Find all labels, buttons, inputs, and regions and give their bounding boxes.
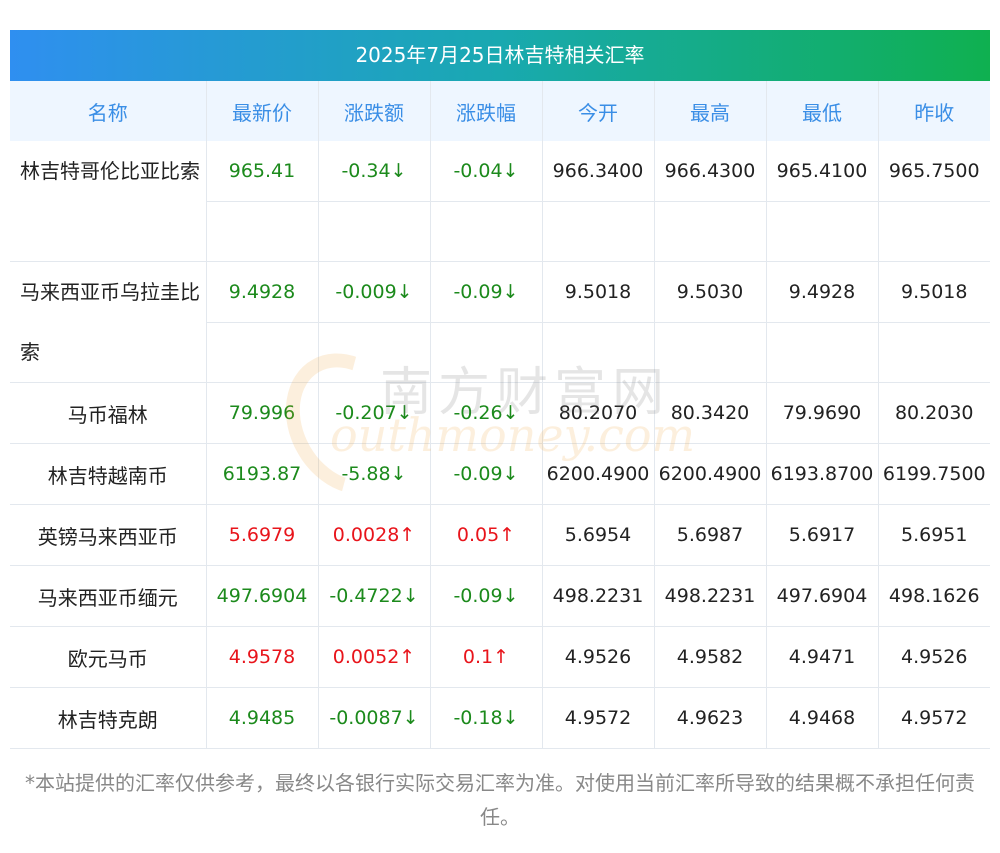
cell-prev: 4.9572 <box>878 687 990 749</box>
cell-low: 79.9690 <box>766 382 879 444</box>
header-prev-close: 昨收 <box>878 81 990 141</box>
cell-low: 9.4928 <box>766 261 879 383</box>
cell-name: 林吉特哥伦比亚比索 <box>10 141 207 262</box>
cell-name: 林吉特越南币 <box>10 443 207 505</box>
cell-low: 497.6904 <box>766 565 879 627</box>
cell-change: -5.88↓ <box>318 443 431 505</box>
cell-prev: 5.6951 <box>878 504 990 566</box>
cell-high: 6200.4900 <box>654 443 767 505</box>
cell-name: 欧元马币 <box>10 626 207 688</box>
table-row: 英镑马来西亚币 5.6979 0.0028↑ 0.05↑ 5.6954 5.6987 5.6… <box>10 504 990 566</box>
cell-pct: -0.26↓ <box>430 382 543 444</box>
cell-latest: 965.41 <box>206 141 319 262</box>
cell-open: 80.2070 <box>542 382 655 444</box>
header-change: 涨跌额 <box>318 81 431 141</box>
cell-pct: 0.1↑ <box>430 626 543 688</box>
cell-prev: 965.7500 <box>878 141 990 262</box>
cell-high: 4.9582 <box>654 626 767 688</box>
cell-pct: 0.05↑ <box>430 504 543 566</box>
cell-low: 4.9468 <box>766 687 879 749</box>
cell-latest: 9.4928 <box>206 261 319 383</box>
header-low: 最低 <box>766 81 879 141</box>
cell-prev: 9.5018 <box>878 261 990 383</box>
exchange-rate-table: 名称 最新价 涨跌额 涨跌幅 今开 最高 最低 昨收 林吉特哥伦比亚比索 965.… <box>10 81 990 749</box>
cell-change: 0.0052↑ <box>318 626 431 688</box>
cell-latest: 6193.87 <box>206 443 319 505</box>
header-open: 今开 <box>542 81 655 141</box>
cell-change: -0.4722↓ <box>318 565 431 627</box>
cell-low: 4.9471 <box>766 626 879 688</box>
cell-prev: 6199.7500 <box>878 443 990 505</box>
header-latest: 最新价 <box>206 81 319 141</box>
cell-change: -0.34↓ <box>318 141 431 262</box>
cell-low: 965.4100 <box>766 141 879 262</box>
cell-open: 498.2231 <box>542 565 655 627</box>
cell-pct: -0.18↓ <box>430 687 543 749</box>
cell-pct: -0.04↓ <box>430 141 543 262</box>
cell-name: 林吉特克朗 <box>10 687 207 749</box>
header-high: 最高 <box>654 81 767 141</box>
cell-change: -0.207↓ <box>318 382 431 444</box>
cell-open: 5.6954 <box>542 504 655 566</box>
cell-name: 马来西亚币缅元 <box>10 565 207 627</box>
cell-high: 4.9623 <box>654 687 767 749</box>
table-row: 林吉特越南币 6193.87 -5.88↓ -0.09↓ 6200.4900 6200.4… <box>10 443 990 505</box>
header-name: 名称 <box>10 81 207 141</box>
cell-open: 4.9526 <box>542 626 655 688</box>
table-row: 林吉特哥伦比亚比索 965.41 -0.34↓ -0.04↓ 966.3400 966.4… <box>10 141 990 262</box>
cell-change: -0.0087↓ <box>318 687 431 749</box>
header-change-pct: 涨跌幅 <box>430 81 543 141</box>
cell-open: 9.5018 <box>542 261 655 383</box>
cell-latest: 79.996 <box>206 382 319 444</box>
cell-open: 4.9572 <box>542 687 655 749</box>
cell-open: 966.3400 <box>542 141 655 262</box>
table-row: 马来西亚币乌拉圭比索 9.4928 -0.009↓ -0.09↓ 9.5018 9.503… <box>10 261 990 383</box>
disclaimer-footnote: *本站提供的汇率仅供参考，最终以各银行实际交易汇率为准。对使用当前汇率所导致的结… <box>25 771 975 829</box>
table-header-row: 名称 最新价 涨跌额 涨跌幅 今开 最高 最低 昨收 <box>10 81 990 141</box>
cell-latest: 5.6979 <box>206 504 319 566</box>
cell-pct: -0.09↓ <box>430 261 543 383</box>
cell-high: 80.3420 <box>654 382 767 444</box>
table-row: 马来西亚币缅元 497.6904 -0.4722↓ -0.09↓ 498.2231 498… <box>10 565 990 627</box>
cell-high: 5.6987 <box>654 504 767 566</box>
cell-high: 966.4300 <box>654 141 767 262</box>
cell-change: 0.0028↑ <box>318 504 431 566</box>
cell-name: 马币福林 <box>10 382 207 444</box>
table-row: 欧元马币 4.9578 0.0052↑ 0.1↑ 4.9526 4.9582 4.9471 4… <box>10 626 990 688</box>
cell-prev: 498.1626 <box>878 565 990 627</box>
cell-change: -0.009↓ <box>318 261 431 383</box>
cell-name: 英镑马来西亚币 <box>10 504 207 566</box>
table-row: 林吉特克朗 4.9485 -0.0087↓ -0.18↓ 4.9572 4.9623 4.9… <box>10 687 990 749</box>
table-title: 2025年7月25日林吉特相关汇率 <box>10 30 990 81</box>
cell-name: 马来西亚币乌拉圭比索 <box>10 261 207 383</box>
cell-low: 6193.8700 <box>766 443 879 505</box>
cell-prev: 4.9526 <box>878 626 990 688</box>
cell-prev: 80.2030 <box>878 382 990 444</box>
cell-low: 5.6917 <box>766 504 879 566</box>
cell-high: 498.2231 <box>654 565 767 627</box>
cell-pct: -0.09↓ <box>430 565 543 627</box>
cell-high: 9.5030 <box>654 261 767 383</box>
cell-pct: -0.09↓ <box>430 443 543 505</box>
cell-latest: 4.9578 <box>206 626 319 688</box>
table-row: 马币福林 79.996 -0.207↓ -0.26↓ 80.2070 80.3420 79.… <box>10 382 990 444</box>
cell-latest: 4.9485 <box>206 687 319 749</box>
cell-latest: 497.6904 <box>206 565 319 627</box>
cell-open: 6200.4900 <box>542 443 655 505</box>
